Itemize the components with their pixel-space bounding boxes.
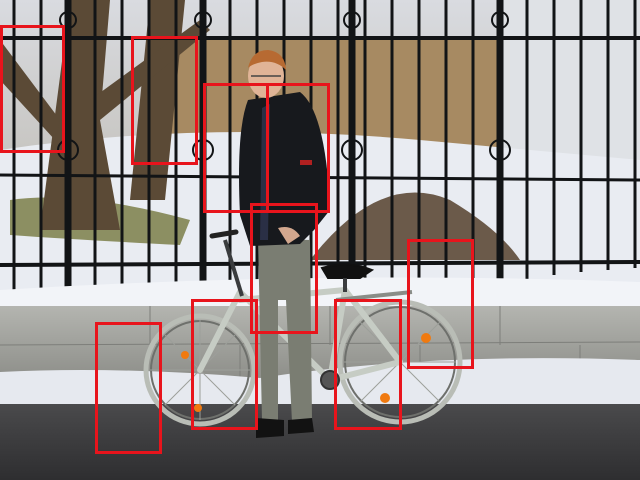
annotation-box-6 — [407, 239, 474, 369]
annotation-box-9 — [334, 299, 402, 430]
road — [0, 404, 640, 480]
person-hand — [278, 227, 300, 244]
shrubs — [160, 40, 500, 150]
annotation-box-3 — [203, 83, 269, 213]
person-legs — [258, 238, 312, 422]
annotation-box-8 — [191, 299, 258, 430]
person-hair — [248, 50, 286, 70]
person-shoes — [256, 418, 314, 438]
bush — [310, 192, 520, 260]
annotation-box-1 — [0, 25, 65, 153]
annotation-box-7 — [95, 322, 162, 454]
person — [239, 50, 330, 438]
annotation-box-4 — [266, 83, 330, 213]
tree — [0, 0, 210, 230]
jacket-logo — [300, 160, 312, 165]
annotation-box-5 — [250, 203, 318, 334]
annotation-box-2 — [131, 36, 198, 165]
